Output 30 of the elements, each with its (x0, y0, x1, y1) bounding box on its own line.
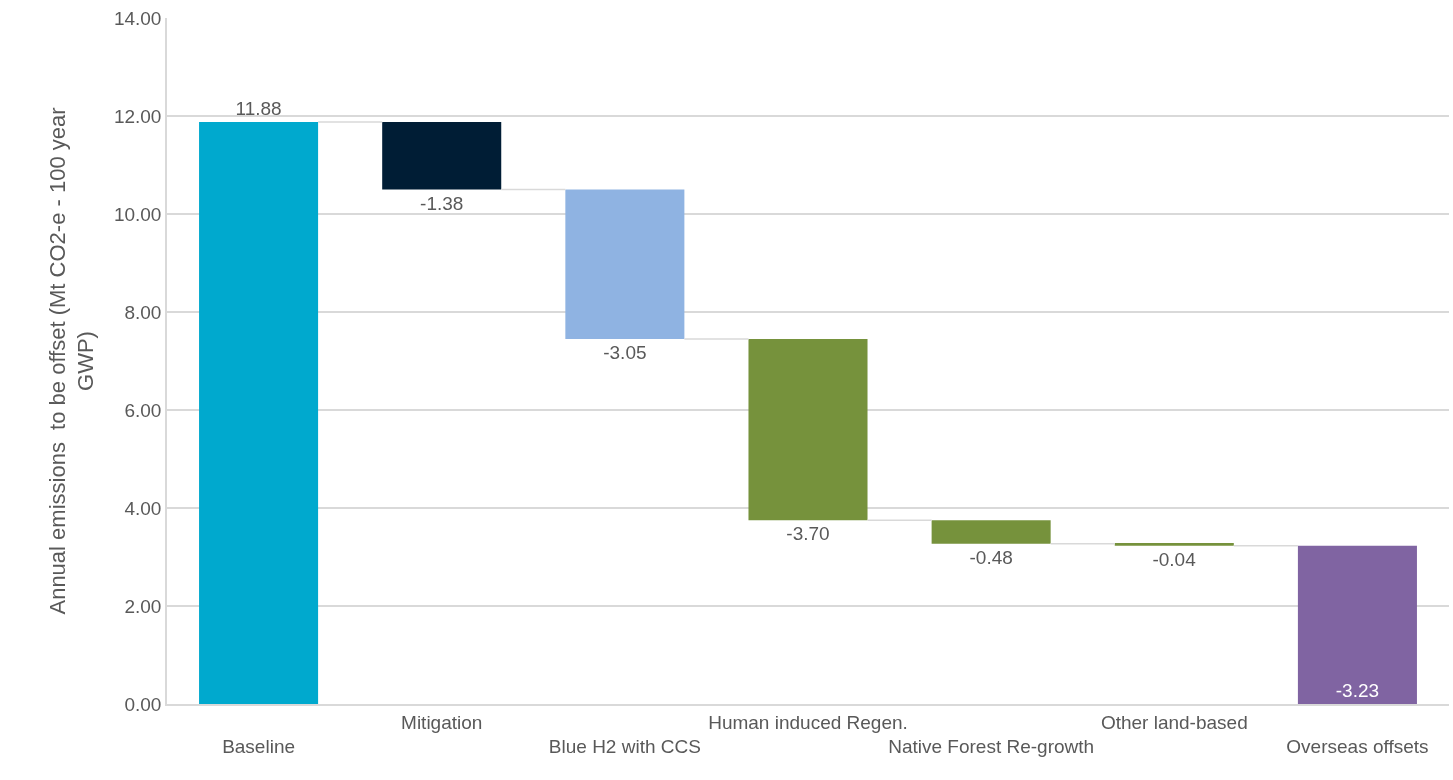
x-tick-label: Other land-based (1100, 711, 1248, 733)
x-tick-label: Native Forest Re-growth (888, 736, 1095, 758)
data-label: -3.70 (786, 523, 830, 545)
data-label: 11.88 (235, 97, 282, 119)
data-label: -1.38 (420, 192, 464, 214)
y-tick-label: 12.00 (113, 105, 162, 127)
y-tick-label: 14.00 (113, 7, 162, 29)
bar (931, 520, 1051, 544)
data-label: -0.48 (969, 546, 1013, 568)
bar (565, 189, 685, 339)
bar (382, 121, 502, 190)
y-tick-label: 2.00 (124, 595, 162, 617)
x-tick-label: Overseas offsets (1286, 736, 1429, 758)
bar (1297, 545, 1417, 704)
bar (199, 121, 319, 704)
y-axis-title: Annual emissions to be offset (Mt CO2-e - 100 year GWP) (44, 107, 99, 615)
y-tick-label: 6.00 (124, 399, 162, 421)
data-label: -3.05 (603, 341, 647, 363)
data-label: -0.04 (1152, 548, 1197, 570)
y-tick-label: 4.00 (124, 497, 162, 519)
x-tick-label: Blue H2 with CCS (548, 736, 701, 758)
x-tick-label: Baseline (222, 736, 296, 758)
y-tick-label: 0.00 (124, 693, 162, 715)
data-label: -3.23 (1335, 680, 1380, 701)
y-tick-label: 10.00 (113, 203, 162, 225)
y-tick-label: 8.00 (124, 301, 162, 323)
x-tick-label: Human induced Regen. (708, 711, 908, 733)
x-tick-label: Mitigation (401, 711, 483, 733)
bar (748, 338, 868, 521)
bar (1114, 543, 1234, 546)
